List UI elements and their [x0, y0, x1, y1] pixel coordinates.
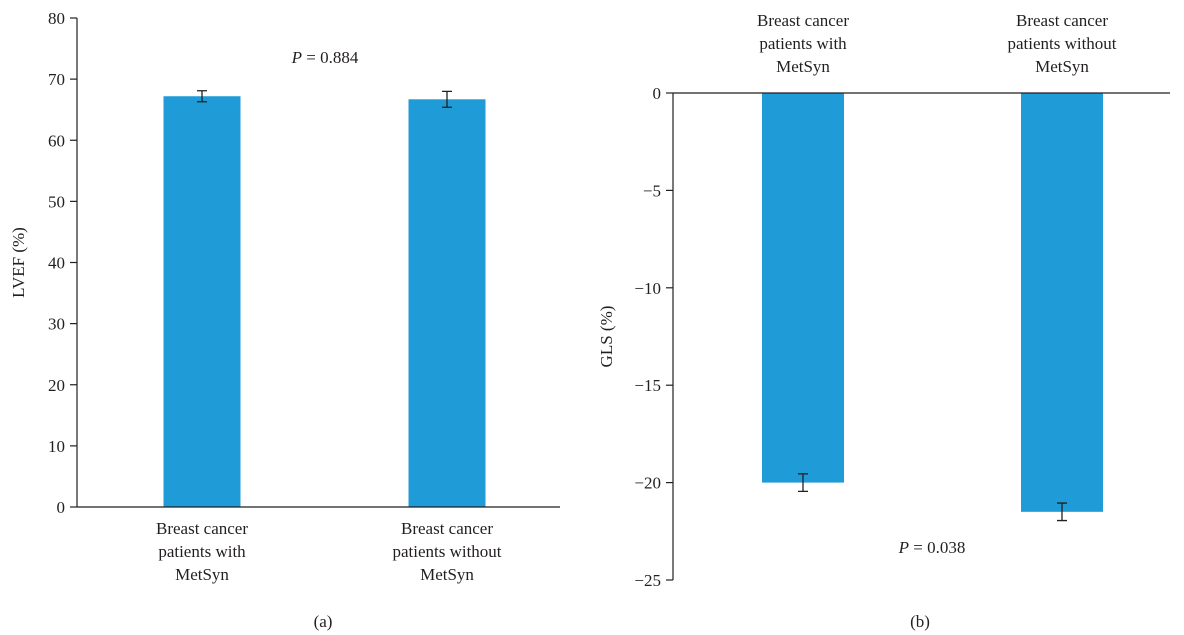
y-tick-label: 20: [48, 376, 65, 395]
error-bars-a: [197, 90, 452, 108]
p-value-annotation-a: P = 0.884: [291, 48, 359, 67]
category-label: Breast cancer patients with MetSyn: [156, 519, 248, 584]
y-axis-title-a: LVEF (%): [9, 227, 28, 298]
category-label: Breast cancer patients with MetSyn: [757, 11, 849, 76]
y-tick-label: −20: [634, 474, 661, 493]
y-tick-label: 30: [48, 315, 65, 334]
category-label: Breast cancer patients without MetSyn: [1007, 11, 1116, 76]
y-axis-title-b: GLS (%): [597, 306, 616, 368]
y-tick-label: −25: [634, 571, 661, 590]
panel-label-a: (a): [314, 612, 333, 631]
bar: [1021, 93, 1103, 512]
category-label: Breast cancer patients without MetSyn: [392, 519, 501, 584]
chart-panel-a: 0 10 20 30 40 50 60 70 80 Breast cancer patients …: [9, 9, 560, 631]
y-tick-label: 10: [48, 437, 65, 456]
y-ticks-b: 0 −5 −10 −15 −20 −25: [634, 84, 673, 590]
y-tick-label: 80: [48, 9, 65, 28]
y-tick-label: 0: [57, 498, 66, 517]
y-tick-label: 40: [48, 254, 65, 273]
panel-label-b: (b): [910, 612, 930, 631]
y-tick-label: −10: [634, 279, 661, 298]
p-value-annotation-b: P = 0.038: [898, 538, 966, 557]
category-labels-b: Breast cancer patients with MetSyn Breast c…: [757, 11, 1117, 76]
error-bar: [1057, 502, 1067, 522]
bar: [408, 99, 486, 507]
p-label-a: P: [291, 48, 302, 67]
error-bar: [798, 473, 808, 493]
bars-b: [762, 93, 1103, 512]
y-tick-label: 0: [653, 84, 662, 103]
p-label-b: P: [898, 538, 909, 557]
error-bar: [197, 90, 207, 103]
y-ticks-a: 0 10 20 30 40 50 60 70 80: [48, 9, 77, 517]
bar: [163, 96, 241, 508]
bars-a: [163, 96, 486, 508]
y-tick-label: 70: [48, 70, 65, 89]
category-labels-a: Breast cancer patients with MetSyn Breast c…: [156, 519, 502, 584]
y-tick-label: 60: [48, 131, 65, 150]
chart-panel-b: 0 −5 −10 −15 −20 −25 Breast cancer patients wi…: [597, 11, 1170, 631]
bar: [762, 93, 844, 483]
p-value-b: = 0.038: [909, 538, 965, 557]
error-bars-b: [798, 473, 1067, 522]
y-tick-label: 50: [48, 192, 65, 211]
y-tick-label: −15: [634, 376, 661, 395]
p-value-a: = 0.884: [302, 48, 359, 67]
error-bar: [442, 90, 452, 108]
y-tick-label: −5: [643, 181, 661, 200]
